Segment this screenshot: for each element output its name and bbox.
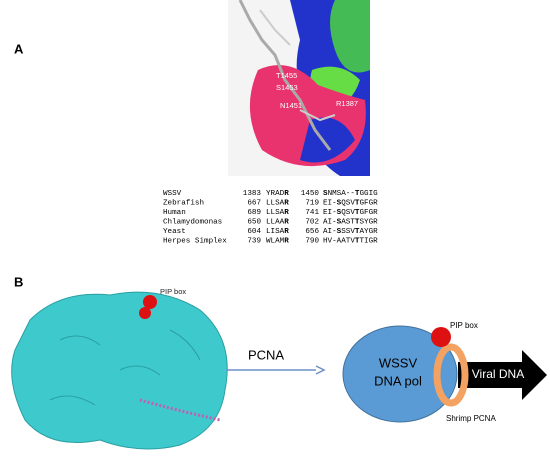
sequence: YRADR — [266, 190, 289, 198]
residue-run: T — [355, 200, 360, 208]
dna-label: Viral DNA — [472, 367, 524, 381]
sequence: WLAMR — [266, 238, 289, 246]
residue-run: S — [337, 209, 342, 217]
residue-run: EI- — [323, 209, 337, 217]
position: 702 — [305, 219, 319, 227]
sequence: LISAR — [266, 228, 289, 236]
residue-run: T — [355, 209, 360, 217]
sequence: EI-SQSVTGFGR — [323, 200, 378, 208]
sequence: LLSAR — [266, 200, 289, 208]
polymerase — [342, 325, 458, 423]
residue-run: S — [337, 200, 342, 208]
sequence: LLAAR — [266, 219, 289, 227]
residue-run: GFGR — [359, 209, 378, 217]
residue-run: YRAD — [266, 190, 285, 198]
position: 667 — [247, 200, 261, 208]
sequence: AI-SSSVTAYGR — [323, 228, 378, 236]
residue-run: LLSA — [266, 200, 285, 208]
species: Zebrafish — [163, 200, 204, 208]
residue-run: EI- — [323, 200, 337, 208]
sequence: AI-SASTTSYGR — [323, 219, 378, 227]
residue-run: T — [355, 228, 360, 236]
residue-run: GFGR — [359, 200, 378, 208]
pcna-structure: PIP box — [11, 287, 228, 450]
position: 1450 — [301, 190, 320, 198]
residue-run: QSV — [341, 200, 355, 208]
residue-run: T — [355, 238, 360, 246]
residue-run: LLSA — [266, 209, 285, 217]
residue-run: LISA — [266, 228, 285, 236]
residue-run: SYGR — [359, 219, 378, 227]
residue-run: WLAM — [266, 238, 285, 246]
residue-run: GGIG — [359, 190, 378, 198]
species: Human — [163, 209, 186, 217]
polymerase-label: DNA pol — [374, 373, 422, 388]
pip-label: PIP box — [450, 321, 478, 330]
residue-run: R — [284, 200, 289, 208]
sequence: LLSAR — [266, 209, 289, 217]
sequence: HV-AATVTTIGR — [323, 238, 378, 246]
species: Herpes Simplex — [163, 238, 227, 246]
residue-run: S — [323, 190, 328, 198]
residue-label: T1455 — [276, 71, 297, 80]
sequence: SNMSA--TGGIG — [323, 190, 378, 198]
position: 656 — [305, 228, 319, 236]
residue-run: R — [284, 190, 289, 198]
residue-run: S — [337, 219, 342, 227]
species: Chlamydomonas — [163, 219, 222, 227]
residue-run: R — [284, 219, 289, 227]
arrow-head — [315, 365, 326, 375]
position: 790 — [305, 238, 319, 246]
residue-run: S — [337, 228, 342, 236]
pcna-ring — [433, 343, 469, 407]
position: 1383 — [243, 190, 262, 198]
arrow-label: PCNA — [248, 347, 284, 362]
position: 739 — [247, 238, 261, 246]
residue-run: HV-AATV — [323, 238, 355, 246]
residue-run: T — [355, 190, 360, 198]
panel-label: A — [14, 41, 24, 56]
residue-run: AI- — [323, 228, 337, 236]
residue-label: R1387 — [336, 99, 358, 108]
dna-arrow — [458, 350, 547, 400]
position: 650 — [247, 219, 261, 227]
residue-run: LLAA — [266, 219, 285, 227]
residue-run: R — [284, 238, 289, 246]
position: 741 — [305, 209, 319, 217]
position: 719 — [305, 200, 319, 208]
position: 689 — [247, 209, 261, 217]
residue-label: N1451 — [280, 101, 302, 110]
residue-label: S1453 — [276, 83, 298, 92]
pcna-label: Shrimp PCNA — [446, 414, 496, 423]
residue-run: QSV — [341, 209, 355, 217]
residue-run: NMSA-- — [328, 190, 355, 198]
residue-run: AST — [341, 219, 355, 227]
pip-box — [431, 327, 451, 347]
residue-run: AI- — [323, 219, 337, 227]
structure-a: T1455 S1453 N1451 R1387 — [228, 0, 370, 176]
position: 604 — [247, 228, 261, 236]
panel-label: B — [14, 274, 23, 289]
species: WSSV — [163, 190, 182, 198]
species: Yeast — [163, 228, 186, 236]
residue-run: TIGR — [359, 238, 378, 246]
polymerase-label: WSSV — [379, 355, 418, 370]
structure-label: PIP box — [160, 287, 186, 296]
residue-run: R — [284, 228, 289, 236]
residue-run: R — [284, 209, 289, 217]
residue-run: AYGR — [359, 228, 378, 236]
residue-run: T — [355, 219, 360, 227]
residue-run: SSV — [341, 228, 355, 236]
sequence: EI-SQSVTGFGR — [323, 209, 378, 217]
